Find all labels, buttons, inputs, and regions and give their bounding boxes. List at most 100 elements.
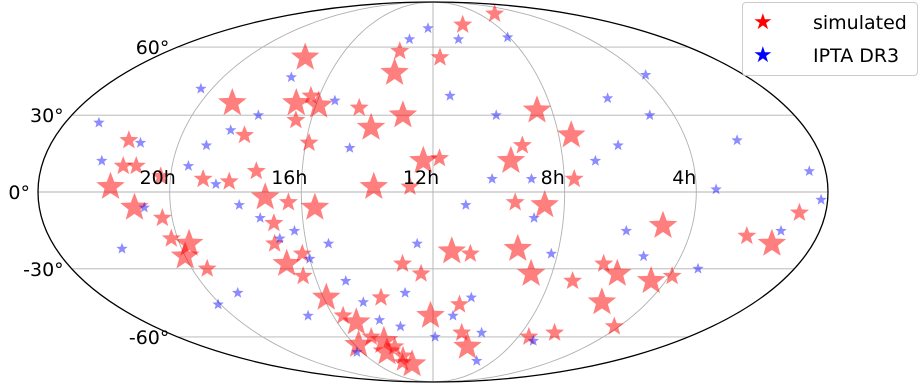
ipta-star-marker bbox=[429, 330, 441, 342]
ipta-star-marker bbox=[116, 242, 128, 254]
simulated-star-marker bbox=[519, 326, 539, 345]
dec-tick-label: 30° bbox=[30, 105, 64, 127]
simulated-star-marker bbox=[388, 100, 418, 128]
dec-tick-label: -30° bbox=[23, 259, 64, 281]
ipta-star-marker bbox=[731, 134, 743, 146]
ra-tick-label: 4h bbox=[672, 167, 696, 189]
ipta-star-marker bbox=[285, 71, 297, 83]
ipta-star-marker bbox=[304, 252, 316, 264]
simulated-star-marker bbox=[250, 182, 280, 210]
simulated-star-marker bbox=[151, 166, 171, 185]
ra-tick-label: 16h bbox=[271, 167, 307, 189]
simulated-star-marker bbox=[380, 57, 409, 85]
ipta-star-marker bbox=[815, 193, 827, 205]
simulated-star-marker bbox=[530, 190, 559, 218]
simulated-star-marker bbox=[286, 110, 306, 129]
simulated-star-marker bbox=[587, 287, 617, 315]
ipta-star-marker bbox=[452, 33, 465, 45]
simulated-star-marker bbox=[170, 241, 200, 269]
simulated-star-marker bbox=[96, 171, 125, 199]
ipta-star-marker bbox=[620, 224, 632, 236]
simulated-star-marker bbox=[300, 192, 330, 220]
ipta-star-marker bbox=[225, 124, 237, 136]
simulated-star-marker bbox=[496, 145, 526, 173]
ipta-star-marker bbox=[422, 22, 434, 34]
ipta-star-marker bbox=[490, 109, 502, 121]
dec-tick-label: 0° bbox=[8, 182, 30, 204]
simulated-star-marker bbox=[400, 176, 420, 195]
simulated-star-marker bbox=[662, 266, 682, 285]
simulated-star-marker bbox=[485, 3, 505, 22]
ipta-star-marker bbox=[373, 314, 386, 325]
simulated-star-marker bbox=[512, 135, 532, 154]
ipta-star-marker bbox=[252, 109, 265, 121]
simulated-star-marker bbox=[197, 258, 217, 277]
simulated-star-marker bbox=[372, 337, 402, 365]
simulated-star-marker bbox=[264, 213, 284, 232]
simulated-star-marker bbox=[603, 258, 632, 286]
ra-gridline bbox=[169, 1, 434, 383]
ipta-star-marker bbox=[340, 275, 352, 286]
simulated-star-marker bbox=[409, 145, 438, 173]
ipta-star-marker bbox=[501, 31, 514, 43]
simulated-star-marker bbox=[161, 228, 181, 247]
ipta-star-marker bbox=[399, 286, 411, 298]
simulated-star-marker bbox=[563, 271, 583, 289]
legend-entry-simulated: ★ simulated bbox=[743, 8, 917, 38]
simulated-star-marker bbox=[292, 243, 312, 262]
simulated-star-marker bbox=[545, 322, 565, 341]
simulated-star-marker bbox=[126, 156, 146, 175]
ipta-star-marker bbox=[644, 109, 656, 121]
simulated-star-marker bbox=[299, 132, 319, 151]
ipta-star-marker bbox=[447, 309, 459, 321]
simulated-star-marker bbox=[344, 329, 373, 357]
blue-star-icon: ★ bbox=[753, 43, 773, 68]
ipta-star-marker bbox=[182, 160, 195, 171]
ipta-star-marker bbox=[195, 82, 207, 94]
ipta-star-marker bbox=[351, 346, 363, 357]
simulated-star-marker bbox=[430, 47, 450, 66]
ipta-star-marker bbox=[357, 296, 369, 307]
ra-gridline bbox=[432, 1, 697, 383]
simulated-star-marker bbox=[282, 88, 311, 116]
simulated-star-marker bbox=[293, 266, 313, 285]
ipta-star-marker bbox=[637, 250, 650, 262]
ipta-star-marker bbox=[329, 94, 341, 106]
simulated-star-marker bbox=[120, 192, 149, 220]
simulated-star-marker bbox=[193, 169, 213, 188]
sky-boundary bbox=[37, 1, 829, 383]
simulated-star-marker bbox=[359, 171, 388, 199]
ipta-star-marker bbox=[460, 199, 472, 210]
ipta-star-marker bbox=[134, 136, 147, 148]
ipta-star-marker bbox=[486, 173, 498, 184]
simulated-star-marker bbox=[450, 294, 469, 313]
simulated-star-marker bbox=[453, 331, 482, 359]
simulated-star-marker bbox=[594, 253, 614, 272]
simulated-star-marker bbox=[385, 336, 405, 355]
simulated-star-marker bbox=[312, 282, 341, 310]
ra-tick-label: 8h bbox=[541, 167, 565, 189]
ipta-star-marker bbox=[612, 139, 624, 151]
simulated-star-marker bbox=[557, 120, 586, 148]
ipta-star-marker bbox=[465, 291, 477, 303]
scatter-points bbox=[93, 3, 827, 377]
simulated-star-marker bbox=[349, 97, 369, 116]
ipta-star-marker bbox=[233, 199, 245, 210]
ipta-star-marker bbox=[775, 224, 787, 236]
simulated-star-marker bbox=[113, 156, 133, 175]
ra-tick-labels: 20h 16h 12h 8h 4h bbox=[140, 167, 697, 189]
ra-gridline bbox=[300, 1, 434, 383]
simulated-star-marker bbox=[460, 243, 480, 262]
simulated-star-marker bbox=[430, 148, 449, 167]
ipta-star-marker bbox=[232, 286, 244, 298]
ipta-star-marker bbox=[403, 33, 416, 45]
simulated-star-marker bbox=[648, 210, 678, 238]
simulated-star-marker bbox=[152, 208, 172, 227]
ipta-star-marker bbox=[528, 212, 540, 223]
simulated-star-marker bbox=[636, 266, 666, 294]
ipta-star-marker bbox=[803, 165, 815, 176]
ipta-star-marker bbox=[394, 320, 407, 332]
ipta-star-marker bbox=[200, 139, 213, 151]
simulated-star-marker bbox=[564, 169, 584, 188]
simulated-star-marker bbox=[503, 233, 533, 261]
